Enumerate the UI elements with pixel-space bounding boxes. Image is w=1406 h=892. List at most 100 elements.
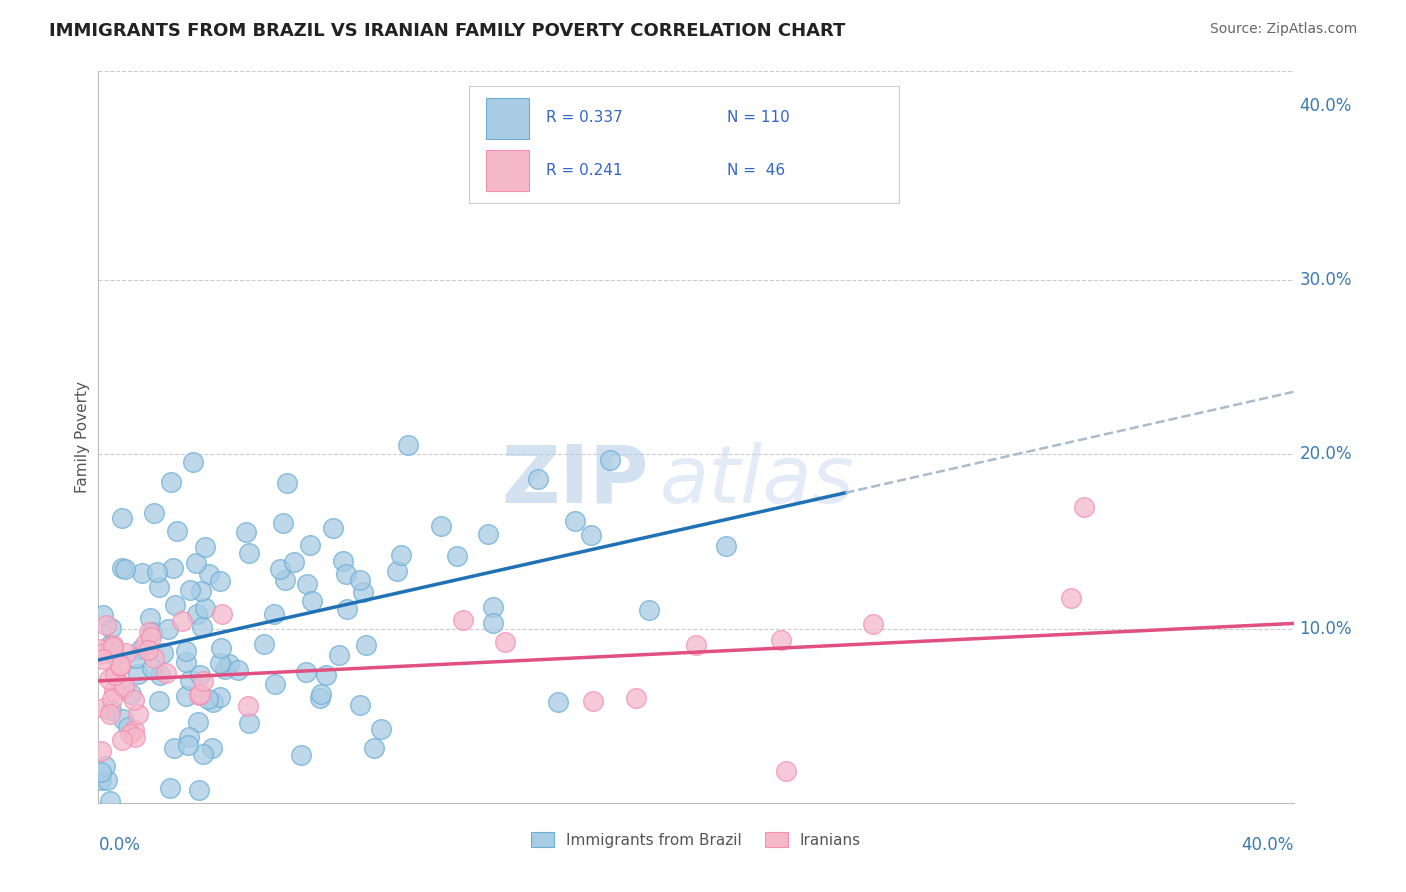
Point — [110, 659, 132, 673]
Point — [322, 521, 344, 535]
Point — [363, 741, 385, 756]
Point — [94, 759, 117, 773]
Point — [101, 692, 124, 706]
Point — [862, 616, 884, 631]
Point — [152, 646, 174, 660]
Point — [108, 657, 131, 672]
Point — [163, 598, 186, 612]
Point — [564, 514, 586, 528]
Point — [218, 657, 240, 672]
Point — [186, 715, 208, 730]
Point — [104, 668, 127, 682]
Point — [193, 747, 215, 761]
Point — [176, 643, 198, 657]
Point — [127, 706, 149, 721]
Point — [142, 651, 165, 665]
Point — [354, 638, 377, 652]
Point — [134, 637, 156, 651]
Point — [139, 611, 162, 625]
Point — [125, 650, 148, 665]
Point — [332, 554, 354, 568]
Point — [89, 648, 111, 662]
Point — [451, 613, 474, 627]
Point — [238, 715, 260, 730]
Point — [309, 687, 332, 701]
Point — [387, 564, 409, 578]
Point — [114, 646, 136, 660]
Point — [124, 723, 146, 737]
Point — [131, 641, 153, 656]
Point — [208, 690, 231, 705]
Point — [91, 607, 114, 622]
Point — [295, 665, 318, 680]
Point — [148, 580, 170, 594]
Point — [269, 562, 291, 576]
Point — [90, 765, 112, 780]
Point — [193, 540, 215, 554]
Point — [100, 703, 122, 717]
Text: 30.0%: 30.0% — [1299, 271, 1353, 289]
Point — [1059, 591, 1081, 605]
Point — [155, 665, 177, 680]
Point — [149, 667, 172, 681]
Text: Source: ZipAtlas.com: Source: ZipAtlas.com — [1209, 22, 1357, 37]
Point — [146, 565, 169, 579]
Point — [124, 731, 146, 745]
Point — [446, 549, 468, 563]
Point — [477, 527, 499, 541]
Point — [685, 638, 707, 652]
Point — [190, 584, 212, 599]
Point — [301, 593, 323, 607]
Text: 10.0%: 10.0% — [1299, 620, 1353, 638]
Point — [191, 619, 214, 633]
Point — [211, 607, 233, 622]
Point — [103, 640, 125, 655]
Point — [156, 623, 179, 637]
Point — [93, 701, 115, 715]
Point — [177, 738, 200, 752]
Point — [94, 618, 117, 632]
Point — [309, 691, 332, 706]
Point — [626, 690, 648, 705]
Point — [198, 566, 221, 581]
Point — [349, 698, 371, 713]
Point — [194, 600, 217, 615]
Point — [163, 740, 186, 755]
Point — [430, 519, 453, 533]
Point — [328, 648, 350, 662]
Point — [176, 656, 198, 670]
Point — [226, 663, 249, 677]
Point — [103, 684, 125, 698]
Point — [352, 584, 374, 599]
Point — [91, 652, 114, 666]
Point — [775, 764, 797, 779]
Point — [97, 673, 120, 687]
Point — [179, 582, 201, 597]
Text: 0.0%: 0.0% — [98, 836, 141, 854]
Point — [138, 624, 160, 639]
Point — [283, 555, 305, 569]
Point — [582, 694, 605, 708]
Point — [186, 607, 208, 622]
Point — [482, 600, 505, 615]
Point — [143, 506, 166, 520]
Point — [174, 689, 197, 703]
Point — [599, 453, 621, 467]
Point — [111, 510, 134, 524]
Point — [271, 516, 294, 530]
Point — [172, 615, 194, 629]
Point — [141, 624, 163, 639]
Point — [110, 560, 132, 574]
Text: atlas: atlas — [661, 442, 855, 520]
Point — [177, 731, 200, 745]
Point — [120, 727, 142, 741]
Point — [90, 744, 112, 758]
Point — [315, 668, 337, 682]
Text: IMMIGRANTS FROM BRAZIL VS IRANIAN FAMILY POVERTY CORRELATION CHART: IMMIGRANTS FROM BRAZIL VS IRANIAN FAMILY… — [49, 22, 845, 40]
Y-axis label: Family Poverty: Family Poverty — [75, 381, 90, 493]
Point — [191, 673, 214, 688]
Point — [201, 695, 224, 709]
Point — [100, 621, 122, 635]
Point — [770, 633, 793, 648]
Point — [96, 772, 118, 787]
